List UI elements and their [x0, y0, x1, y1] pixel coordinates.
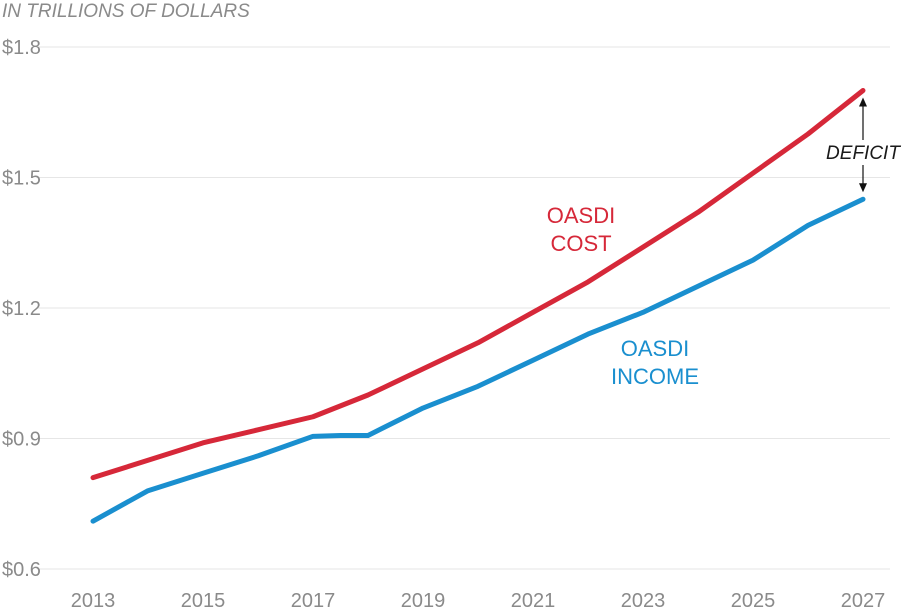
income-series-label: OASDI INCOME	[611, 336, 699, 389]
y-tick-label: $0.6	[2, 559, 41, 581]
cost-line	[90, 88, 866, 481]
gridlines	[38, 46, 890, 570]
y-tick-label: $1.8	[2, 37, 41, 59]
x-tick-label: 2023	[621, 590, 666, 608]
x-axis-tick-labels: 2013 2015 2017 2019 2021 2023 2025 2027	[71, 590, 886, 608]
y-tick-label: $0.9	[2, 429, 41, 451]
income-line	[90, 196, 866, 524]
x-tick-label: 2021	[511, 590, 556, 608]
y-tick-label: $1.2	[2, 298, 41, 320]
unit-label: IN TRILLIONS OF DOLLARS	[2, 1, 250, 22]
y-tick-label: $1.5	[2, 168, 41, 190]
x-tick-label: 2019	[401, 590, 446, 608]
cost-series-label: OASDI COST	[547, 203, 615, 256]
series-labels: OASDI COST OASDI INCOME	[547, 203, 699, 389]
x-tick-label: 2013	[71, 590, 116, 608]
deficit-label: DEFICIT	[826, 143, 901, 164]
x-tick-label: 2015	[181, 590, 226, 608]
x-tick-label: 2027	[841, 590, 886, 608]
series-lines	[90, 88, 866, 524]
deficit-arrowhead-up	[859, 97, 867, 107]
deficit-annotation: DEFICIT	[826, 97, 901, 193]
deficit-arrowhead-down	[859, 183, 867, 193]
x-tick-label: 2025	[731, 590, 776, 608]
x-tick-label: 2017	[291, 590, 336, 608]
y-axis-tick-labels: $0.6 $0.9 $1.2 $1.5 $1.8	[2, 37, 41, 581]
